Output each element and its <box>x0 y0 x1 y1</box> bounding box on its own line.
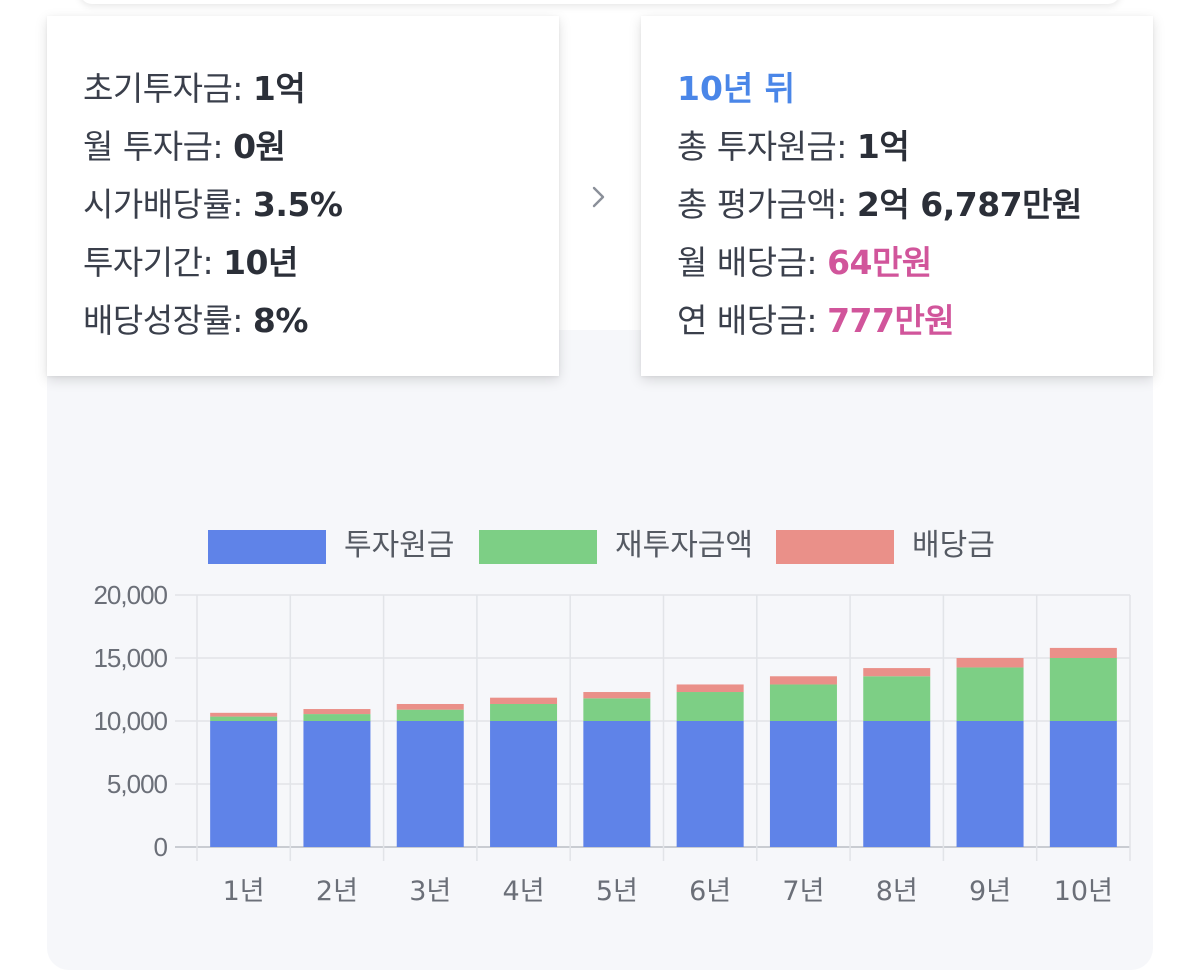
monthly-dividend-row: 월 배당금: 64만원 <box>677 234 1153 292</box>
dividend-growth-row: 배당성장률: 8% <box>83 292 559 350</box>
bar-segment-principal <box>956 721 1024 847</box>
investment-period-value: 10년 <box>223 243 298 282</box>
result-headline: 10년 뒤 <box>677 69 796 108</box>
x-tick-label: 3년 <box>409 876 451 907</box>
dividend-yield-row: 시가배당률: 3.5% <box>83 176 559 234</box>
legend-label-principal: 투자원금 <box>344 528 455 563</box>
y-tick-label: 5,000 <box>107 769 168 799</box>
monthly-investment-row: 월 투자금: 0원 <box>83 118 559 176</box>
top-card-edge <box>80 0 1120 4</box>
bar-segment-reinvest <box>863 676 931 721</box>
initial-investment-row: 초기투자금: 1억 <box>83 60 559 118</box>
annual-dividend-label: 연 배당금: <box>677 301 818 340</box>
legend-swatch-dividend <box>776 530 894 564</box>
bar-segment-reinvest <box>583 698 651 721</box>
result-summary-card: 10년 뒤 총 투자원금: 1억 총 평가금액: 2억 6,787만원 월 배당… <box>641 16 1153 376</box>
initial-investment-value: 1억 <box>252 69 306 108</box>
chart-legend: 투자원금 재투자금액 배당금 <box>0 528 1200 568</box>
y-tick-label: 15,000 <box>93 643 167 673</box>
total-valuation-label: 총 평가금액: <box>677 185 847 224</box>
input-summary-card: 초기투자금: 1억 월 투자금: 0원 시가배당률: 3.5% 투자기간: 10… <box>47 16 559 376</box>
legend-swatch-principal <box>208 530 326 564</box>
bar-segment-principal <box>863 721 931 847</box>
dividend-growth-label: 배당성장률: <box>83 301 243 340</box>
bar-segment-dividend <box>769 676 837 685</box>
x-tick-label: 1년 <box>223 876 265 907</box>
bar-segment-principal <box>1049 721 1117 847</box>
x-tick-label: 4년 <box>503 876 545 907</box>
x-tick-label: 9년 <box>969 876 1011 907</box>
bar-segment-reinvest <box>769 684 837 721</box>
x-tick-label: 2년 <box>316 876 358 907</box>
total-principal-row: 총 투자원금: 1억 <box>677 118 1153 176</box>
stacked-bar-chart: 0 5,000 10,000 15,000 20,000 1년 2년 3년 4년 5년 6년 7년 8년… <box>93 580 1131 907</box>
x-tick-label: 5년 <box>596 876 638 907</box>
chevron-right-icon <box>588 180 610 214</box>
legend-swatch-reinvest <box>479 530 597 564</box>
bar-segment-reinvest <box>490 703 558 721</box>
bar-segment-dividend <box>583 692 651 699</box>
bar-segment-dividend <box>396 703 464 710</box>
x-tick-label: 7년 <box>782 876 824 907</box>
monthly-investment-value: 0원 <box>233 127 286 166</box>
investment-period-row: 투자기간: 10년 <box>83 234 559 292</box>
dividend-growth-value: 8% <box>252 301 309 340</box>
total-valuation-value: 2억 6,787만원 <box>856 185 1082 224</box>
bar-segment-dividend <box>303 709 371 715</box>
investment-period-label: 투자기간: <box>83 243 214 282</box>
bar-segment-dividend <box>956 658 1024 668</box>
bar-segment-reinvest <box>676 692 744 721</box>
dividend-yield-label: 시가배당률: <box>83 185 243 224</box>
bar-segment-dividend <box>210 712 278 717</box>
dividend-yield-value: 3.5% <box>252 185 343 224</box>
bar-segment-principal <box>210 721 278 847</box>
bar-segment-dividend <box>863 668 931 677</box>
legend-label-reinvest: 재투자금액 <box>615 528 753 563</box>
legend-label-dividend: 배당금 <box>912 528 995 563</box>
bar-segment-dividend <box>490 697 558 704</box>
total-principal-value: 1억 <box>856 127 910 166</box>
bar-segment-dividend <box>1049 647 1117 658</box>
monthly-dividend-label: 월 배당금: <box>677 243 818 282</box>
y-tick-label: 10,000 <box>93 706 167 736</box>
bar-segment-principal <box>396 721 464 847</box>
chart-panel <box>47 330 1153 970</box>
total-principal-label: 총 투자원금: <box>677 127 847 166</box>
bar-segment-principal <box>769 721 837 847</box>
x-tick-label: 10년 <box>1054 876 1113 907</box>
total-valuation-row: 총 평가금액: 2억 6,787만원 <box>677 176 1153 234</box>
bar-segment-reinvest <box>1049 658 1117 721</box>
annual-dividend-row: 연 배당금: 777만원 <box>677 292 1153 350</box>
x-tick-label: 8년 <box>876 876 918 907</box>
bar-segment-principal <box>676 721 744 847</box>
bar-segment-reinvest <box>396 709 464 721</box>
initial-investment-label: 초기투자금: <box>83 69 243 108</box>
monthly-dividend-value: 64만원 <box>827 243 932 282</box>
bar-segment-reinvest <box>303 714 371 721</box>
x-tick-label: 6년 <box>689 876 731 907</box>
y-tick-label: 20,000 <box>93 580 167 610</box>
bar-segment-principal <box>490 721 558 847</box>
bar-segment-dividend <box>676 684 744 693</box>
bar-segment-reinvest <box>210 716 278 721</box>
annual-dividend-value: 777만원 <box>827 301 955 340</box>
bar-segment-reinvest <box>956 667 1024 721</box>
bar-segment-principal <box>583 721 651 847</box>
monthly-investment-label: 월 투자금: <box>83 127 224 166</box>
bar-segment-principal <box>303 721 371 847</box>
y-tick-label: 0 <box>154 832 168 862</box>
